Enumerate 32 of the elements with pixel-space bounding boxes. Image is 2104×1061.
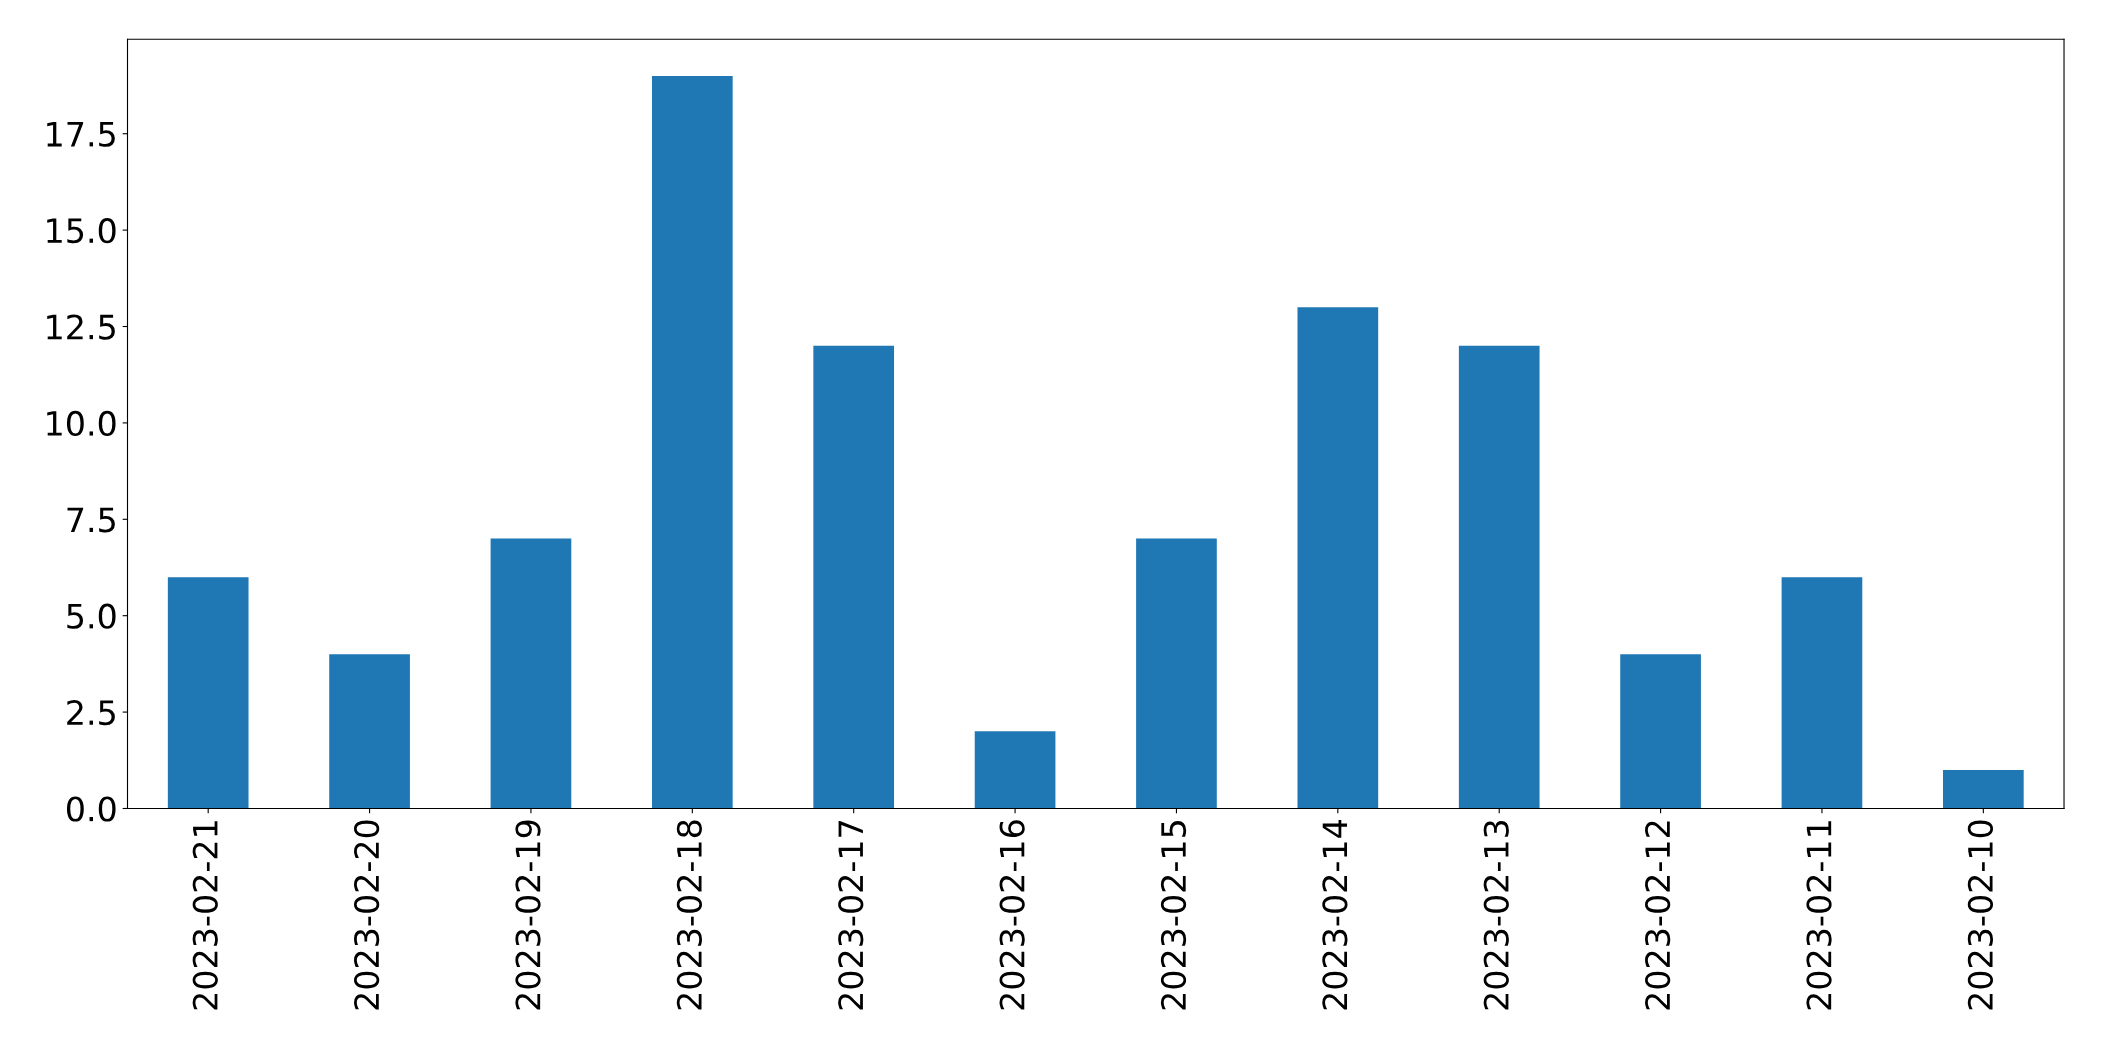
x-tick-label: 2023-02-12 (1645, 821, 1671, 1010)
y-tick-label: 12.5 (47, 314, 115, 340)
y-tick-label: 0.0 (66, 796, 116, 822)
x-tick-label: 2023-02-15 (1160, 821, 1187, 1010)
x-tick-label: 2023-02-20 (354, 820, 380, 1010)
bar (1297, 307, 1379, 809)
bar (490, 538, 572, 809)
bar (1136, 538, 1217, 809)
x-tick-label: 2023-02-14 (1322, 820, 1348, 1010)
y-tick-label: 17.5 (47, 122, 115, 147)
bar (1620, 654, 1701, 809)
bar (1458, 345, 1540, 809)
x-tick-label: 2023-02-16 (999, 820, 1025, 1010)
x-tick-label: 2023-02-10 (1967, 820, 1994, 1010)
bar (329, 654, 410, 809)
x-tick-label: 2023-02-17 (838, 821, 864, 1010)
bar (974, 731, 1056, 809)
bar (1781, 577, 1863, 809)
bar (651, 75, 733, 809)
y-tick-label: 7.5 (67, 507, 115, 533)
x-tick-label: 2023-02-18 (676, 820, 702, 1010)
bar (1942, 769, 2024, 809)
y-tick-label: 2.5 (67, 700, 115, 726)
y-tick-label: 10.0 (47, 410, 116, 437)
x-tick-label: 2023-02-21 (192, 821, 218, 1010)
x-tick-label: 2023-02-13 (1483, 820, 1509, 1010)
bar (813, 345, 895, 809)
bar (167, 577, 249, 809)
y-tick-label: 5.0 (67, 603, 116, 629)
x-tick-label: 2023-02-19 (515, 820, 541, 1010)
y-tick-label: 15.0 (47, 218, 116, 244)
x-tick-label: 2023-02-11 (1806, 821, 1832, 1010)
